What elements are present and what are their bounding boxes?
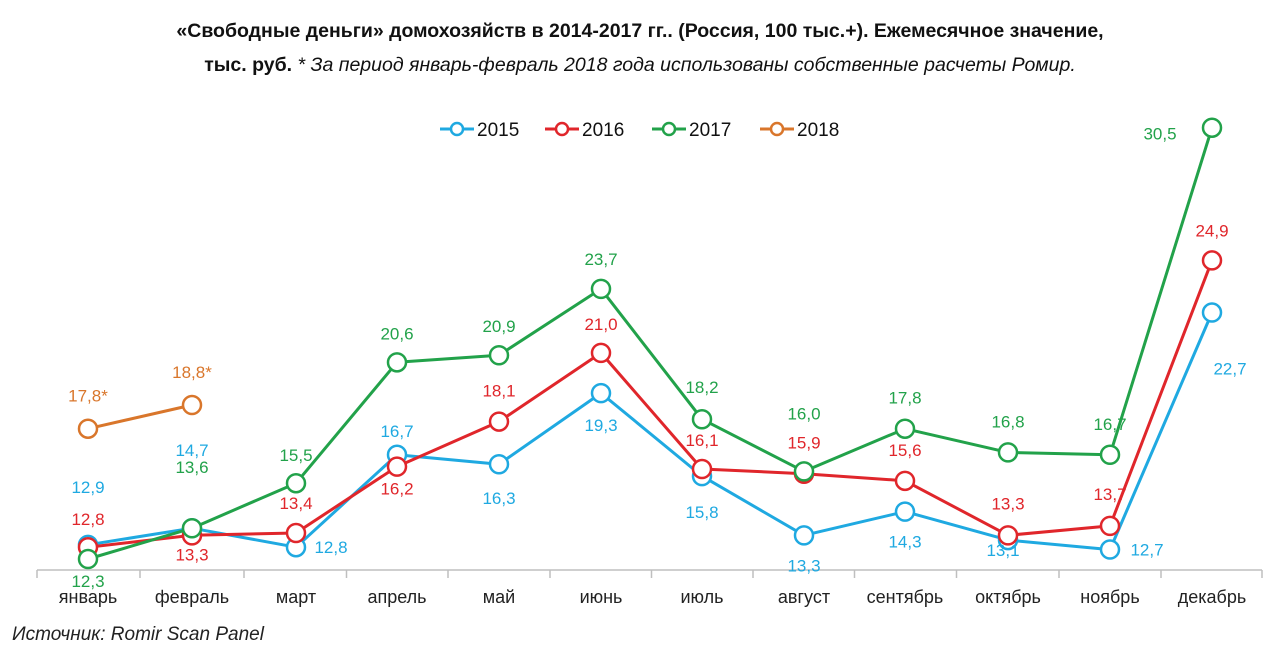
data-point-2015	[1099, 539, 1121, 560]
x-tick-label: февраль	[155, 587, 229, 607]
x-tick-label: июль	[680, 587, 723, 607]
x-tick-label: октябрь	[975, 587, 1041, 607]
legend-marker-2015	[449, 121, 465, 137]
data-label-2016: 13,3	[175, 545, 208, 564]
data-label-2016: 24,9	[1195, 221, 1228, 240]
title-unit: тыс. руб.	[204, 54, 293, 76]
data-label-2015: 14,3	[888, 533, 921, 552]
data-label-2016: 18,1	[482, 382, 515, 401]
data-label-2017: 18,2	[685, 378, 718, 397]
x-tick-label: январь	[59, 587, 117, 607]
data-point-2015	[488, 453, 510, 475]
data-point-2017	[590, 278, 612, 300]
legend-label-2017: 2017	[689, 120, 731, 141]
data-label-2016: 15,9	[787, 434, 820, 453]
data-point-2016	[894, 470, 916, 492]
data-point-2017	[285, 472, 307, 494]
series-line-2016	[87, 259, 1214, 549]
data-label-2015: 15,8	[685, 503, 718, 522]
x-tick-label: сентябрь	[867, 587, 944, 607]
data-label-2016: 15,6	[888, 441, 921, 460]
data-label-2016: 21,0	[584, 315, 617, 334]
data-label-2017: 20,9	[482, 317, 515, 336]
x-tick-label: ноябрь	[1080, 587, 1139, 607]
data-point-2016	[386, 456, 408, 477]
data-point-2016	[1099, 515, 1121, 537]
data-point-2015	[1201, 302, 1223, 323]
data-label-2016: 16,1	[685, 431, 718, 450]
data-point-2017	[1201, 117, 1223, 138]
data-label-2015: 13,3	[787, 556, 820, 575]
data-label-2016: 16,2	[380, 480, 413, 499]
data-point-2017	[997, 442, 1019, 463]
legend-marker-2018	[769, 121, 785, 137]
data-label-2017: 23,7	[584, 250, 617, 269]
data-label-2017: 15,5	[279, 446, 312, 465]
series-line-2015	[87, 312, 1214, 552]
data-label-2017: 17,8	[888, 389, 921, 408]
data-label-2017: 16,8	[991, 412, 1024, 431]
data-point-2016	[1201, 250, 1223, 271]
data-label-2015: 12,7	[1130, 541, 1163, 560]
x-tick-label: июнь	[580, 587, 623, 607]
data-label-2015: 22,7	[1213, 360, 1246, 379]
data-point-2016	[997, 525, 1019, 546]
data-label-2015: 12,9	[71, 478, 104, 497]
title-line-2: тыс. руб. * За период январь-февраль 201…	[0, 48, 1280, 82]
data-point-2015	[590, 382, 612, 404]
data-label-2015: 13,1	[986, 541, 1019, 560]
data-label-2018: 18,8*	[172, 363, 212, 382]
data-point-2017	[894, 418, 916, 439]
legend-label-2015: 2015	[477, 120, 519, 141]
legend-label-2018: 2018	[797, 120, 839, 141]
x-tick-label: апрель	[367, 587, 426, 607]
data-point-2016	[590, 342, 612, 364]
data-label-2017: 12,3	[71, 572, 104, 591]
series-line-2017	[87, 127, 1214, 561]
data-point-2017	[691, 408, 713, 430]
data-point-2016	[285, 522, 307, 544]
title-footnote: * За период январь-февраль 2018 года исп…	[292, 54, 1076, 76]
data-label-2017: 16,0	[787, 404, 820, 423]
data-point-2017	[488, 344, 510, 366]
data-label-2015: 16,3	[482, 489, 515, 508]
legend-marker-2016	[554, 121, 570, 137]
data-point-2015	[894, 501, 916, 522]
data-point-2017	[793, 461, 815, 482]
legend-label-2016: 2016	[582, 120, 624, 141]
data-label-2017: 30,5	[1143, 125, 1176, 144]
data-label-2015: 16,7	[380, 422, 413, 441]
data-label-2016: 13,7	[1093, 485, 1126, 504]
data-point-2017	[77, 548, 99, 570]
data-point-2018	[181, 394, 203, 416]
data-label-2015: 14,7	[175, 441, 208, 460]
data-point-2016	[488, 411, 510, 432]
data-label-2017: 20,6	[380, 324, 413, 343]
data-label-2016: 13,4	[279, 494, 312, 513]
data-point-2016	[691, 458, 713, 480]
data-label-2015: 19,3	[584, 416, 617, 435]
data-point-2017	[1099, 444, 1121, 466]
data-point-2018	[77, 418, 99, 439]
x-tick-label: май	[483, 587, 515, 607]
source-note: Источник: Romir Scan Panel	[12, 624, 264, 645]
chart-title: «Свободные деньги» домохозяйств в 2014-2…	[0, 14, 1280, 82]
legend-marker-2017	[661, 121, 677, 137]
title-line-1: «Свободные деньги» домохозяйств в 2014-2…	[176, 20, 1104, 42]
data-label-2016: 12,8	[71, 510, 104, 529]
data-label-2018: 17,8*	[68, 387, 108, 406]
x-tick-label: март	[276, 587, 316, 607]
data-label-2017: 16,7	[1093, 415, 1126, 434]
data-label-2015: 12,8	[314, 538, 347, 557]
x-tick-label: август	[778, 587, 830, 607]
data-label-2016: 13,3	[991, 494, 1024, 513]
data-point-2015	[793, 525, 815, 546]
data-point-2017	[181, 517, 203, 539]
data-point-2017	[386, 352, 408, 373]
x-tick-label: декабрь	[1178, 587, 1247, 607]
series-line-2018	[87, 403, 193, 431]
data-label-2017: 13,6	[175, 458, 208, 477]
